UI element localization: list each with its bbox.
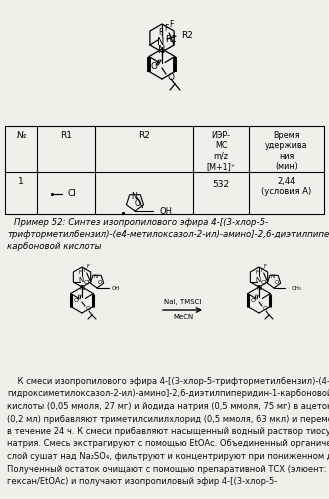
Text: (0,2 мл) прибавляют триметилсилилхлорид (0,5 ммоля, 63 мкл) и перемешивают: (0,2 мл) прибавляют триметилсилилхлорид … [7,415,329,424]
Text: O: O [274,279,279,284]
Text: Cl: Cl [83,279,89,284]
Text: F: F [255,270,258,275]
Text: O: O [73,297,79,302]
Text: Пример 52: Синтез изопропилового эфира 4-[(3-хлор-5-: Пример 52: Синтез изопропилового эфира 4… [14,218,268,227]
Text: O: O [97,279,102,284]
Text: натрия. Смесь экстрагируют с помощью EtOAc. Объединенный органический: натрия. Смесь экстрагируют с помощью EtO… [7,440,329,449]
Text: F: F [169,19,173,28]
Text: O: O [150,61,158,70]
Text: N: N [94,274,98,279]
Text: №: № [16,131,26,140]
Text: N: N [157,37,165,47]
Text: F: F [260,267,263,272]
Text: CH₃: CH₃ [292,285,302,290]
Text: 1: 1 [18,177,24,186]
Text: F: F [78,270,81,275]
Text: 532: 532 [213,180,230,189]
Text: R2: R2 [138,131,150,140]
Text: Cl: Cl [68,190,77,199]
Text: гидроксиметилоксазол-2-ил)-амино]-2,6-диэтилпиперидин-1-карбоновой: гидроксиметилоксазол-2-ил)-амино]-2,6-ди… [7,390,329,399]
Text: N: N [255,277,261,283]
Text: O: O [135,199,140,208]
Text: 2,44
(условия А): 2,44 (условия А) [261,177,312,197]
Text: Время
удержива
ния
(мин): Время удержива ния (мин) [265,131,308,171]
Text: NaI, TMSCl: NaI, TMSCl [164,299,202,305]
Text: F: F [263,264,266,269]
Text: OH: OH [160,207,173,216]
Text: трифторметилбензил)-(е4-метилоксазол-2-ил)-амино]-2,6-диэтилпиперидин-1-: трифторметилбензил)-(е4-метилоксазол-2-и… [7,230,329,239]
Text: Полученный остаток очищают с помощью препаративной ТСХ (элюент: смесь: Полученный остаток очищают с помощью пре… [7,465,329,474]
Text: F: F [164,23,168,32]
Text: N: N [79,285,85,291]
Text: N: N [256,285,262,291]
Text: R2: R2 [181,30,193,39]
Text: F: F [86,264,89,269]
Text: F: F [83,267,86,272]
Text: кислоты (0,05 ммоля, 27 мг) и йодида натрия (0,5 ммоля, 75 мг) в ацетонитриле: кислоты (0,05 ммоля, 27 мг) и йодида нат… [7,402,329,411]
Text: N: N [132,192,138,201]
Text: O: O [167,72,174,81]
Text: ИЭР-
МС
m/z
[M+1]⁺: ИЭР- МС m/z [M+1]⁺ [206,131,236,171]
Text: N: N [271,274,275,279]
Text: Cl: Cl [260,279,266,284]
Text: R1: R1 [60,131,72,140]
Text: гексан/EtOAc) и получают изопропиловый эфир 4-[(3-хлор-5-: гексан/EtOAc) и получают изопропиловый э… [7,477,277,486]
Text: OH: OH [112,285,120,290]
Text: MeCN: MeCN [173,314,193,320]
Text: в течение 24 ч. К смеси прибавляют насыщенный водный раствор тиосульфата: в течение 24 ч. К смеси прибавляют насыщ… [7,427,329,436]
Text: O: O [250,297,256,302]
Text: N: N [158,45,166,55]
Text: N: N [78,277,84,283]
Text: O: O [86,306,91,311]
Text: R1: R1 [165,34,177,43]
Text: слой сушат над Na₂SO₄, фильтруют и концентрируют при пониженном давлении.: слой сушат над Na₂SO₄, фильтруют и конце… [7,452,329,461]
Text: К смеси изопропилового эфира 4-[(3-хлор-5-трифторметилбензил)-(4-: К смеси изопропилового эфира 4-[(3-хлор-… [7,377,329,386]
Text: карбоновой кислоты: карбоновой кислоты [7,242,101,251]
Text: F: F [158,27,162,36]
Text: O: O [263,306,268,311]
